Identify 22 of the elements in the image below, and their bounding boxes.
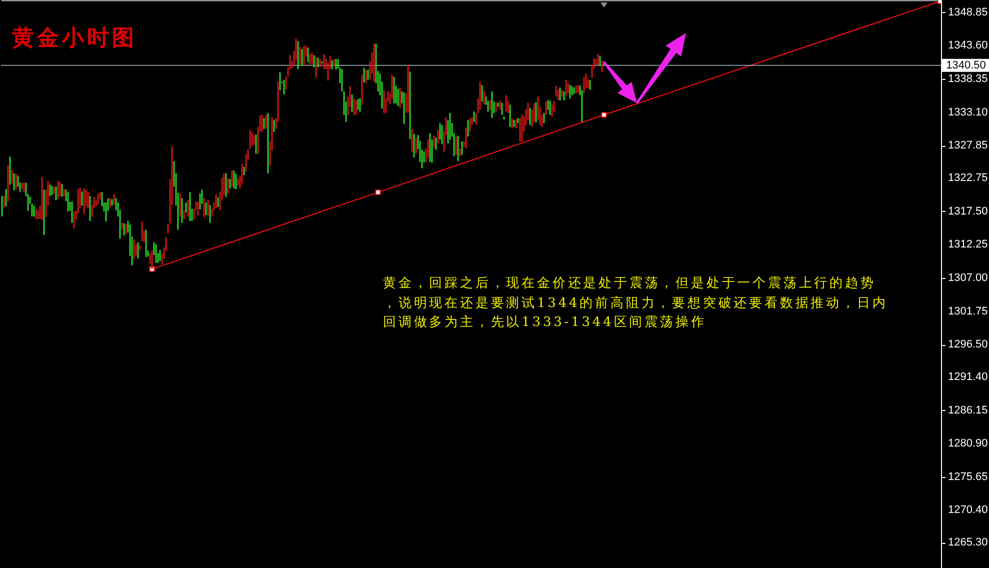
text: 黄金小时图 xyxy=(12,24,137,52)
y-tick-label: 1317.50 xyxy=(948,205,988,218)
y-tick-label: 1286.15 xyxy=(948,404,988,416)
y-tick-label: 1348.85 xyxy=(948,6,988,18)
ref-line-label: 1340.50 xyxy=(946,59,986,72)
point xyxy=(601,112,607,118)
y-tick-label: 1307.00 xyxy=(948,272,988,284)
y-tick-label: 1312.25 xyxy=(948,238,988,251)
y-tick-label: 1338.35 xyxy=(948,73,988,86)
y-tick-label: 1322.75 xyxy=(948,172,988,184)
y-tick-label: 1265.30 xyxy=(948,536,988,549)
y-tick-label: 1301.75 xyxy=(948,305,988,318)
y-tick-label: 1296.50 xyxy=(948,338,988,351)
y-tick-label: 1327.85 xyxy=(948,140,988,152)
y-tick-label: 1275.65 xyxy=(948,470,988,483)
y-tick-label: 1291.40 xyxy=(948,370,988,383)
point xyxy=(375,190,381,196)
annotation: 黄金，回踩之后，现在金价还是处于震荡，但是处于一个震荡上行的趋势，说明现在还是要测试1344的前高阻力，要想突破还要看数据推动，日内回调做多为主，先以1333-1344区间震荡操作 xyxy=(383,275,888,332)
y-tick-label: 1270.40 xyxy=(948,504,988,516)
y-tick-label: 1343.60 xyxy=(948,40,988,52)
y-tick-label: 1333.10 xyxy=(948,106,988,118)
y-tick-label: 1280.90 xyxy=(948,438,988,450)
